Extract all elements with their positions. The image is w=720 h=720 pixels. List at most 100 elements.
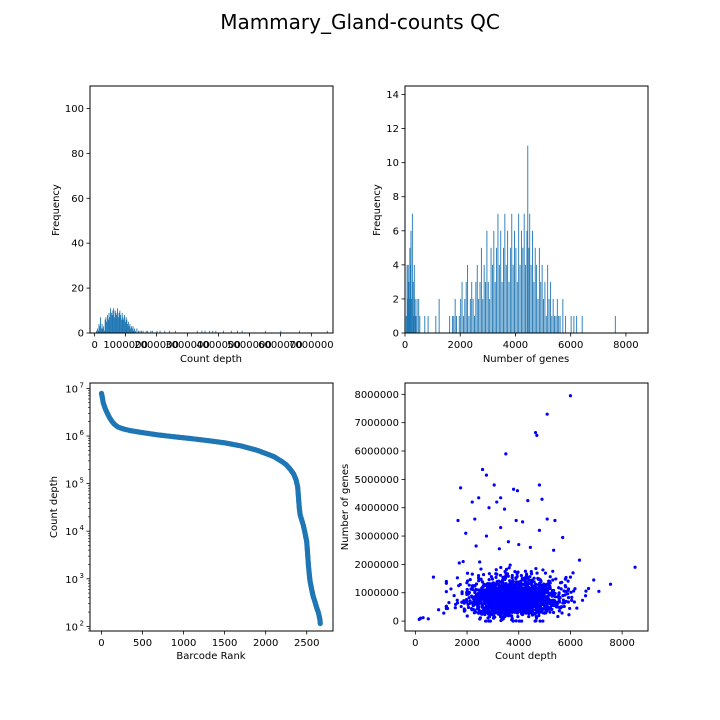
scatter-point [481,572,486,577]
hist2-bar [471,281,473,333]
scatter-point [575,606,579,610]
scatter-point [475,597,480,601]
scatter-point [563,593,567,597]
hist1-bar [134,330,136,333]
scatter-point [561,535,565,540]
hist2-y-tick-label: 2 [393,294,399,305]
scatter-point [480,467,485,472]
scatter-point [557,609,561,613]
hist2-bar [496,247,498,333]
scatter-point [465,590,469,594]
scatter-point [580,598,585,602]
scatter-point [539,583,544,587]
hist2-bar [558,315,560,333]
panel-count-depth-histogram: 0 100000020000003000000400000050000006000… [51,85,334,365]
hist2-frame [404,85,649,334]
scatter-point [532,576,536,580]
hist2-bar [413,315,415,333]
hist1-bar [107,315,108,333]
hist2-bar [547,264,549,333]
scatter-point [534,606,538,610]
scatter-point [453,606,457,610]
hist1-bar [110,308,112,333]
scatter-point [488,612,492,616]
scatter-point [468,599,472,603]
hist1-bar [126,319,128,333]
hist2-bar [549,281,551,333]
scatter-point [497,603,501,607]
hist2-bar [540,281,542,333]
scatter-point [572,600,576,604]
hist2-bar [411,213,413,333]
hist2-bar [518,213,520,333]
scatter-point [498,590,503,595]
scatter-point [536,588,540,593]
scatter-point [548,610,552,614]
scatter-point [470,500,474,504]
hist2-bar [565,315,567,333]
scatter-point [506,540,511,544]
scatter-point [564,575,568,580]
scatter-point [568,575,573,579]
scatter-point [551,569,555,573]
rank-y-tick-exponent: 7 [80,381,84,389]
hist2-bar [497,213,499,333]
scatter-point [458,486,463,490]
hist2-bar [411,298,413,333]
scatter-point [466,579,470,583]
scatter-point [592,578,596,582]
scatter-point [471,601,475,605]
hist1-bar [121,312,123,333]
hist1-x-tick-label: 0 [91,340,97,351]
hist1-bar [103,330,105,333]
scatter-point [484,473,489,477]
scatter-point [421,616,425,620]
hist1-bar [116,315,118,333]
hist2-bar [544,281,546,333]
scatter-point [553,518,557,523]
scatter-point [566,588,570,592]
hist1-x-tick-label: 7000000 [289,340,334,351]
scatter-point [514,591,518,595]
hist2-bar [489,298,491,333]
hist2-bar [548,298,550,333]
scatter-point [568,394,573,398]
scatter-point [426,617,430,621]
scatter-point [525,572,529,576]
scatter-point [503,611,508,615]
scatter-point [521,578,525,582]
hist2-bar [541,264,543,333]
hist2-bar [536,264,538,333]
hist1-bar [113,317,115,333]
hist1-bar [168,330,170,333]
hist1-bar [142,330,144,333]
hist1-bar [97,330,99,333]
scatter-point [483,596,487,600]
hist2-y-tick-label: 4 [393,260,399,271]
hist2-bar [407,264,409,333]
scatter-point [481,609,485,613]
hist2-bar [416,298,418,333]
rank-x-tick-label: 1000 [171,638,196,649]
scatter-point [513,610,517,614]
hist1-bar [131,328,133,333]
scatter-point [474,592,478,597]
scatter-point [507,603,511,607]
hist1-bar [105,317,107,333]
hist1-bar [130,328,132,333]
scatter-point [508,594,512,598]
scatter-point [449,587,453,591]
scatter-point [528,545,532,549]
scatter-point [536,583,540,587]
scatter-point [536,599,540,603]
scatter-point [487,619,491,623]
scatter-point [509,591,514,595]
hist1-bar [112,310,114,333]
scatter-y-tick-label: 4000000 [354,503,399,514]
scatter-point [437,608,441,612]
scatter-point [492,483,496,487]
hist2-bar [507,230,509,333]
hist1-x-tick-label: 2000000 [134,340,179,351]
scatter-point [484,605,488,609]
hist1-bar [111,315,113,333]
